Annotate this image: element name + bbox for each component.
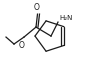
Text: O: O: [19, 41, 25, 50]
Text: O: O: [34, 3, 39, 12]
Text: H₂N: H₂N: [59, 15, 72, 21]
